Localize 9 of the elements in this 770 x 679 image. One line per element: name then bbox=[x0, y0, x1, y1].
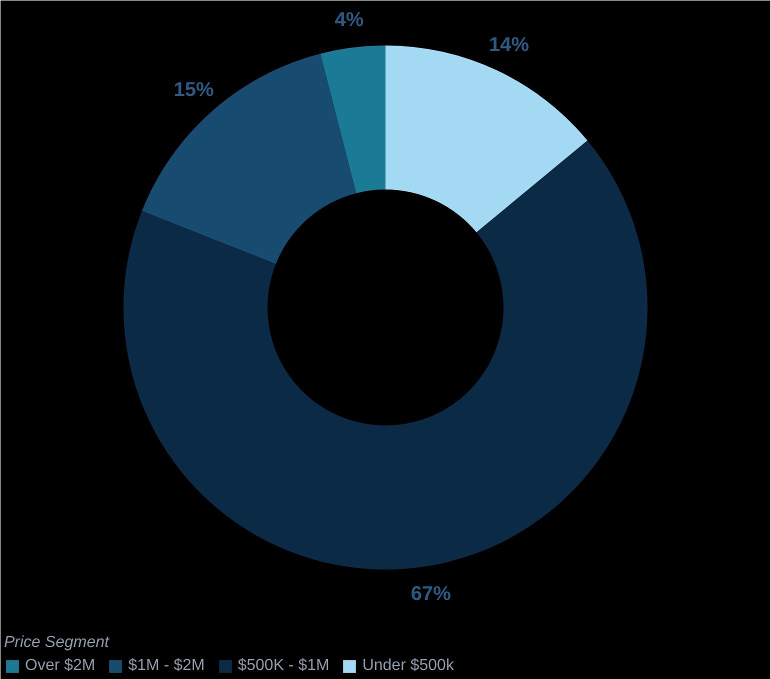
data-label: 14% bbox=[488, 34, 530, 56]
legend-label: $500K - $1M bbox=[238, 657, 330, 675]
data-label: 4% bbox=[334, 8, 364, 31]
data-label: 67% bbox=[410, 582, 452, 605]
legend-label: Over $2M bbox=[25, 657, 96, 675]
data-label: 15% bbox=[174, 78, 214, 101]
legend-label: $1M - $2M bbox=[128, 657, 205, 675]
legend-title: Price Segment bbox=[4, 634, 110, 652]
legend-label: Under $500k bbox=[362, 657, 454, 675]
